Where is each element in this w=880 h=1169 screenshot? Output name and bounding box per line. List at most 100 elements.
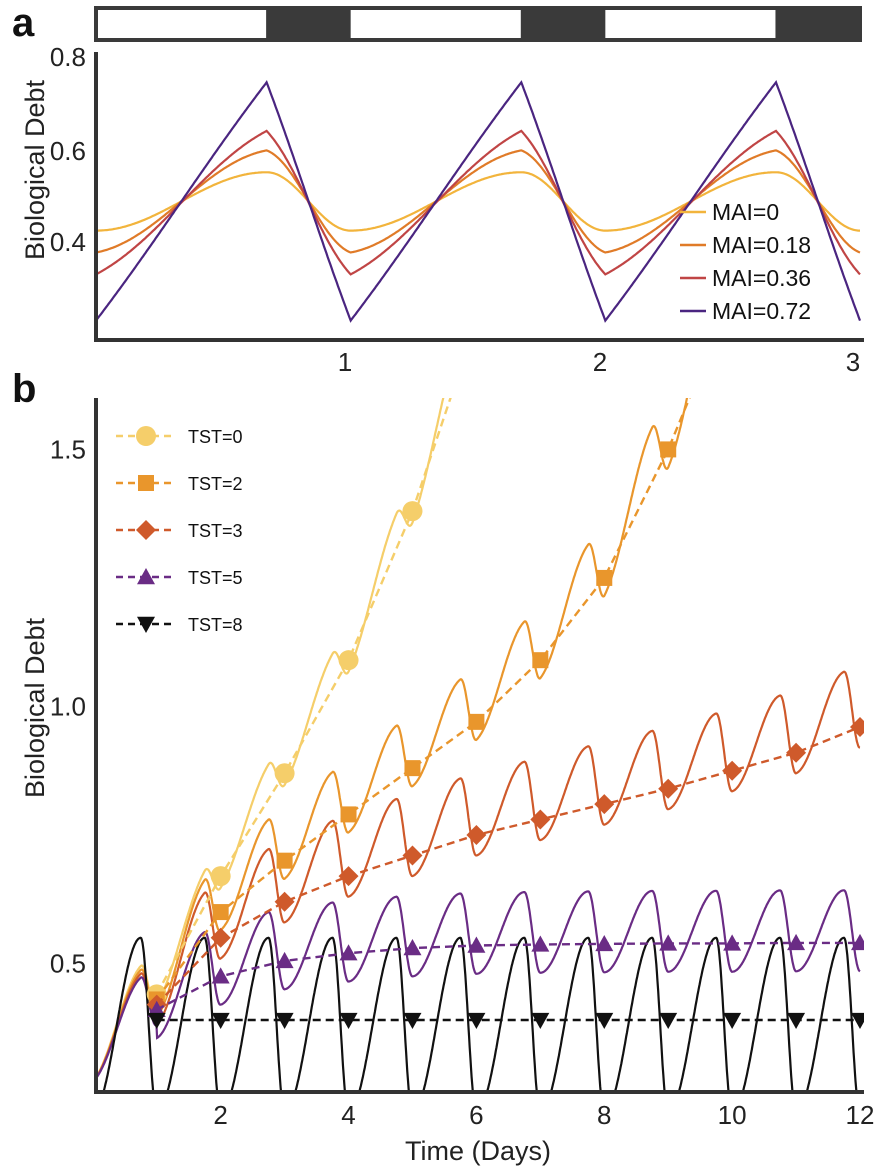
panel-b-ytick: 1.5 (50, 434, 86, 464)
panel-b-ytick: 1.0 (50, 691, 86, 721)
data-point-tst-2 (660, 441, 677, 458)
legend-marker (136, 520, 156, 540)
legend-marker (136, 426, 156, 446)
legend-label: TST=8 (188, 615, 243, 635)
data-point-tst-5 (595, 934, 614, 952)
bar-outline (94, 6, 862, 42)
panel-b-ylabel: Biological Debt (20, 617, 50, 798)
data-point-tst-2 (212, 904, 229, 921)
panel-b-xtick: 8 (597, 1100, 611, 1130)
data-point-tst-3 (722, 760, 743, 781)
data-point-tst-3 (530, 809, 551, 830)
panel-a-xtick-2: 2 (593, 347, 607, 377)
panel-a-ylabel: Biological Debt (20, 79, 50, 260)
legend-label: MAI=0.18 (712, 232, 811, 258)
data-point-tst-2 (596, 569, 613, 586)
panel-b-y-ticks: 0.5 1.0 1.5 (50, 434, 86, 978)
panel-b-xtick: 2 (213, 1100, 227, 1130)
panel-b: b 0.5 1.0 1.5 2 4 6 8 10 12 Biological Debt Tim… (12, 367, 874, 1166)
panel-a-series (95, 79, 862, 323)
panel-a-xtick-3: 3 (846, 347, 860, 377)
series-line-mai-0 (96, 171, 860, 232)
trace-tst-5 (96, 889, 861, 1079)
legend-marker (137, 568, 155, 585)
data-point-tst-5 (467, 936, 486, 953)
panel-b-dashed-series (146, 398, 864, 1030)
data-point-tst-5 (211, 967, 230, 984)
data-point-tst-8 (211, 1012, 230, 1030)
data-point-tst-8 (595, 1012, 614, 1030)
panel-a-legend: MAI=0 MAI=0.18 MAI=0.36 MAI=0.72 (680, 199, 811, 324)
panel-b-letter: b (12, 367, 36, 411)
panel-a-ytick-0.6: 0.6 (50, 136, 86, 166)
data-point-tst-3 (786, 742, 807, 763)
light-dark-bar (94, 6, 862, 42)
data-point-tst-5 (403, 939, 422, 956)
series-line-mai-0-18 (95, 149, 861, 254)
bar-segment-dark (520, 7, 606, 41)
data-point-tst-3 (594, 794, 615, 815)
data-point-tst-2 (404, 760, 421, 777)
data-point-tst-3 (466, 824, 487, 845)
panel-a: a 0.8 0.6 0.4 1 2 3 Biological Debt MAI=… (12, 1, 864, 377)
legend-label: MAI=0.36 (712, 265, 811, 291)
bar-segment-light (605, 8, 776, 40)
panel-b-xtick: 4 (341, 1100, 355, 1130)
bar-segment-dark (266, 7, 352, 41)
data-point-tst-8 (851, 1012, 864, 1030)
series-line-mai-0-36 (95, 129, 861, 276)
legend-marker (137, 616, 155, 633)
panel-b-xtick: 12 (846, 1100, 875, 1130)
data-point-tst-3 (338, 866, 359, 887)
data-point-tst-5 (723, 934, 742, 951)
panel-b-oscillating-traces (96, 398, 861, 1092)
panel-b-xlabel: Time (Days) (405, 1136, 551, 1166)
data-point-tst-8 (275, 1012, 294, 1030)
data-point-tst-3 (850, 717, 864, 738)
data-point-tst-3 (658, 778, 679, 799)
panel-b-ytick: 0.5 (50, 948, 86, 978)
data-point-tst-8 (467, 1012, 486, 1030)
panel-a-ytick-0.8: 0.8 (50, 42, 86, 72)
legend-label: TST=2 (188, 474, 243, 494)
data-point-tst-8 (403, 1012, 422, 1030)
data-point-tst-5 (531, 935, 550, 952)
data-point-tst-8 (531, 1012, 550, 1030)
panel-b-x-ticks: 2 4 6 8 10 12 (213, 1100, 874, 1130)
data-point-tst-0 (338, 650, 359, 671)
bar-segment-light (350, 8, 522, 40)
data-point-tst-2 (532, 652, 549, 669)
data-point-tst-5 (851, 933, 864, 951)
data-point-tst-3 (402, 845, 423, 866)
data-point-tst-8 (147, 1012, 166, 1030)
data-point-tst-8 (659, 1012, 678, 1030)
data-point-tst-5 (787, 933, 806, 951)
data-point-tst-2 (276, 852, 293, 869)
legend-label: MAI=0.72 (712, 298, 811, 324)
trace-tst-2 (96, 398, 689, 1079)
data-point-tst-3 (274, 891, 295, 912)
trace-tst-3 (96, 670, 861, 1079)
data-point-tst-8 (787, 1012, 806, 1030)
data-point-tst-3 (210, 927, 231, 948)
panel-a-letter: a (12, 1, 35, 45)
series-line-mai-0-72 (95, 79, 862, 323)
data-point-tst-5 (275, 951, 294, 969)
data-point-tst-2 (340, 806, 357, 823)
panel-b-xtick: 6 (469, 1100, 483, 1130)
data-point-tst-0 (402, 501, 423, 522)
data-point-tst-5 (339, 944, 358, 961)
legend-marker (138, 475, 154, 491)
data-point-tst-0 (210, 866, 231, 887)
data-point-tst-8 (723, 1012, 742, 1030)
legend-label: TST=5 (188, 568, 243, 588)
data-point-tst-2 (468, 713, 485, 730)
panel-b-xtick: 10 (718, 1100, 747, 1130)
legend-label: TST=3 (188, 521, 243, 541)
bar-segment-dark (775, 7, 861, 41)
legend-label: MAI=0 (712, 199, 779, 225)
bar-segment-light (96, 8, 267, 40)
dashed-line-tst-2 (155, 398, 691, 1001)
data-point-tst-8 (339, 1012, 358, 1030)
